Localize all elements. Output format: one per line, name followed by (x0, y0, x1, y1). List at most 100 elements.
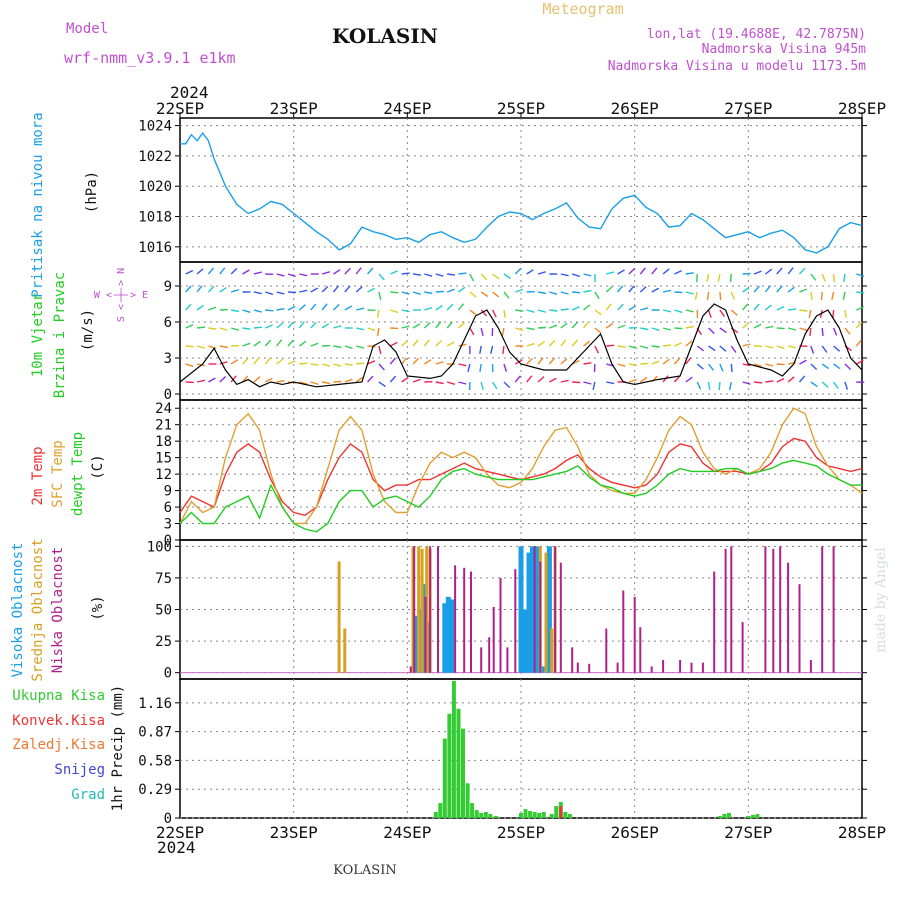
wind-arrow (264, 339, 272, 347)
precip-total-bar (537, 813, 542, 818)
wind-arrow (798, 375, 806, 383)
wind-arrow (571, 273, 581, 278)
wind-arrow (537, 309, 546, 313)
cloud-high-bar (523, 609, 528, 673)
cloud-ytick-label: 0 (164, 666, 172, 682)
wind-arrow (299, 362, 308, 365)
wind-arrow (515, 288, 524, 293)
wind-arrow (401, 325, 410, 329)
wind-arrow (447, 273, 456, 276)
wind-arrow (378, 345, 382, 354)
wind-arrow (208, 377, 216, 383)
wind-arrow (310, 321, 317, 329)
wind-arrow (332, 303, 340, 311)
cloud-low-bar (514, 569, 517, 673)
cloud-low-bar (424, 596, 427, 673)
precip-total-bar (528, 811, 533, 818)
wind-arrow (378, 381, 386, 388)
precip-total-bar (483, 812, 488, 818)
wind-arrow (253, 357, 260, 365)
wind-arrow (367, 375, 374, 383)
wind-arrow (219, 308, 228, 311)
wind-arrow (605, 286, 613, 293)
wind-arrow (820, 291, 823, 301)
wind-arrow (367, 345, 376, 348)
wind-arrow (458, 363, 467, 367)
cloud-low-bar (772, 548, 775, 673)
wind-arrow (560, 291, 569, 295)
wind-arrow (572, 291, 581, 294)
wind-arrow (401, 291, 410, 295)
precip-ytick-label: 0.87 (138, 725, 172, 741)
wind-arrow (685, 325, 694, 329)
bottom-date-label: 23SEP (270, 823, 318, 842)
wind-arrow (276, 380, 285, 383)
precip-total-bar (474, 810, 479, 818)
wind-arrow (515, 327, 524, 331)
wind-arrow (219, 287, 227, 293)
wind-arrow (287, 321, 294, 329)
wind-arrow (401, 340, 409, 347)
wind-arrow (694, 291, 698, 300)
wind-arrow (753, 323, 762, 329)
wind-arrow (776, 345, 785, 350)
wind-arrow (219, 375, 227, 383)
cloud-title-low: Niska Oblacnost (50, 547, 66, 673)
wind-arrow (799, 359, 807, 365)
wind-arrow (651, 345, 660, 348)
wind-arrow (219, 361, 228, 365)
precip-total-bar (554, 806, 559, 818)
top-date-label: 22SEP (156, 99, 204, 118)
wind-arrow (298, 304, 306, 311)
wind-arrow (843, 273, 846, 282)
model-label: Model (66, 21, 108, 37)
wind-arrow (242, 269, 250, 275)
wind-arrow (730, 363, 733, 373)
cloud-ytick-label: 75 (155, 571, 172, 587)
wind-arrow (628, 285, 635, 293)
cloud-high-bar (413, 615, 419, 673)
wind-arrow (776, 363, 785, 366)
wind-arrow (435, 381, 444, 385)
wind-arrow (401, 272, 410, 275)
wind-arrow (787, 267, 794, 275)
precip-legend-total: Ukupna Kisa (12, 688, 105, 704)
wind-arrow (537, 341, 546, 347)
wind-arrow (344, 345, 353, 349)
wind-arrow (333, 345, 342, 349)
top-date-label: 27SEP (724, 99, 772, 118)
cloud-title-high: Visoka Oblacnost (10, 543, 26, 678)
wind-arrow (776, 377, 785, 383)
wind-arrow (674, 269, 682, 275)
wind-arrow (299, 289, 308, 293)
wind-arrow (207, 267, 215, 275)
cloud-low-bar (690, 662, 693, 673)
wind-arrow (560, 358, 568, 365)
wind-arrow (594, 345, 600, 354)
wind-arrow (344, 305, 353, 311)
wind-arrow (185, 269, 194, 275)
wind-arrow (492, 273, 500, 280)
wind-arrow (583, 273, 592, 277)
wind-arrow (208, 306, 217, 311)
wind-arrow (855, 359, 864, 365)
cloud-low-bar (559, 562, 562, 673)
wind-arrow (503, 381, 511, 389)
cloud-high-bar (529, 546, 535, 673)
wind-arrow (367, 327, 376, 332)
wind-arrow (856, 306, 864, 311)
wind-arrow (674, 327, 683, 330)
bottom-date-label: 26SEP (611, 823, 659, 842)
bottom-date-label: 25SEP (497, 823, 545, 842)
precip-ytick-label: 1.16 (138, 696, 172, 712)
wind-arrow (378, 291, 382, 300)
wind-arrow (606, 271, 615, 275)
cloud-mid-bar (544, 552, 548, 673)
wind-arrow (480, 327, 484, 336)
wind-arrow (490, 345, 494, 354)
wind-arrow (753, 363, 762, 367)
wind-arrow (207, 285, 215, 293)
wind-arrow (321, 323, 330, 329)
wind-arrow (787, 345, 797, 349)
wind-arrow (401, 357, 408, 365)
